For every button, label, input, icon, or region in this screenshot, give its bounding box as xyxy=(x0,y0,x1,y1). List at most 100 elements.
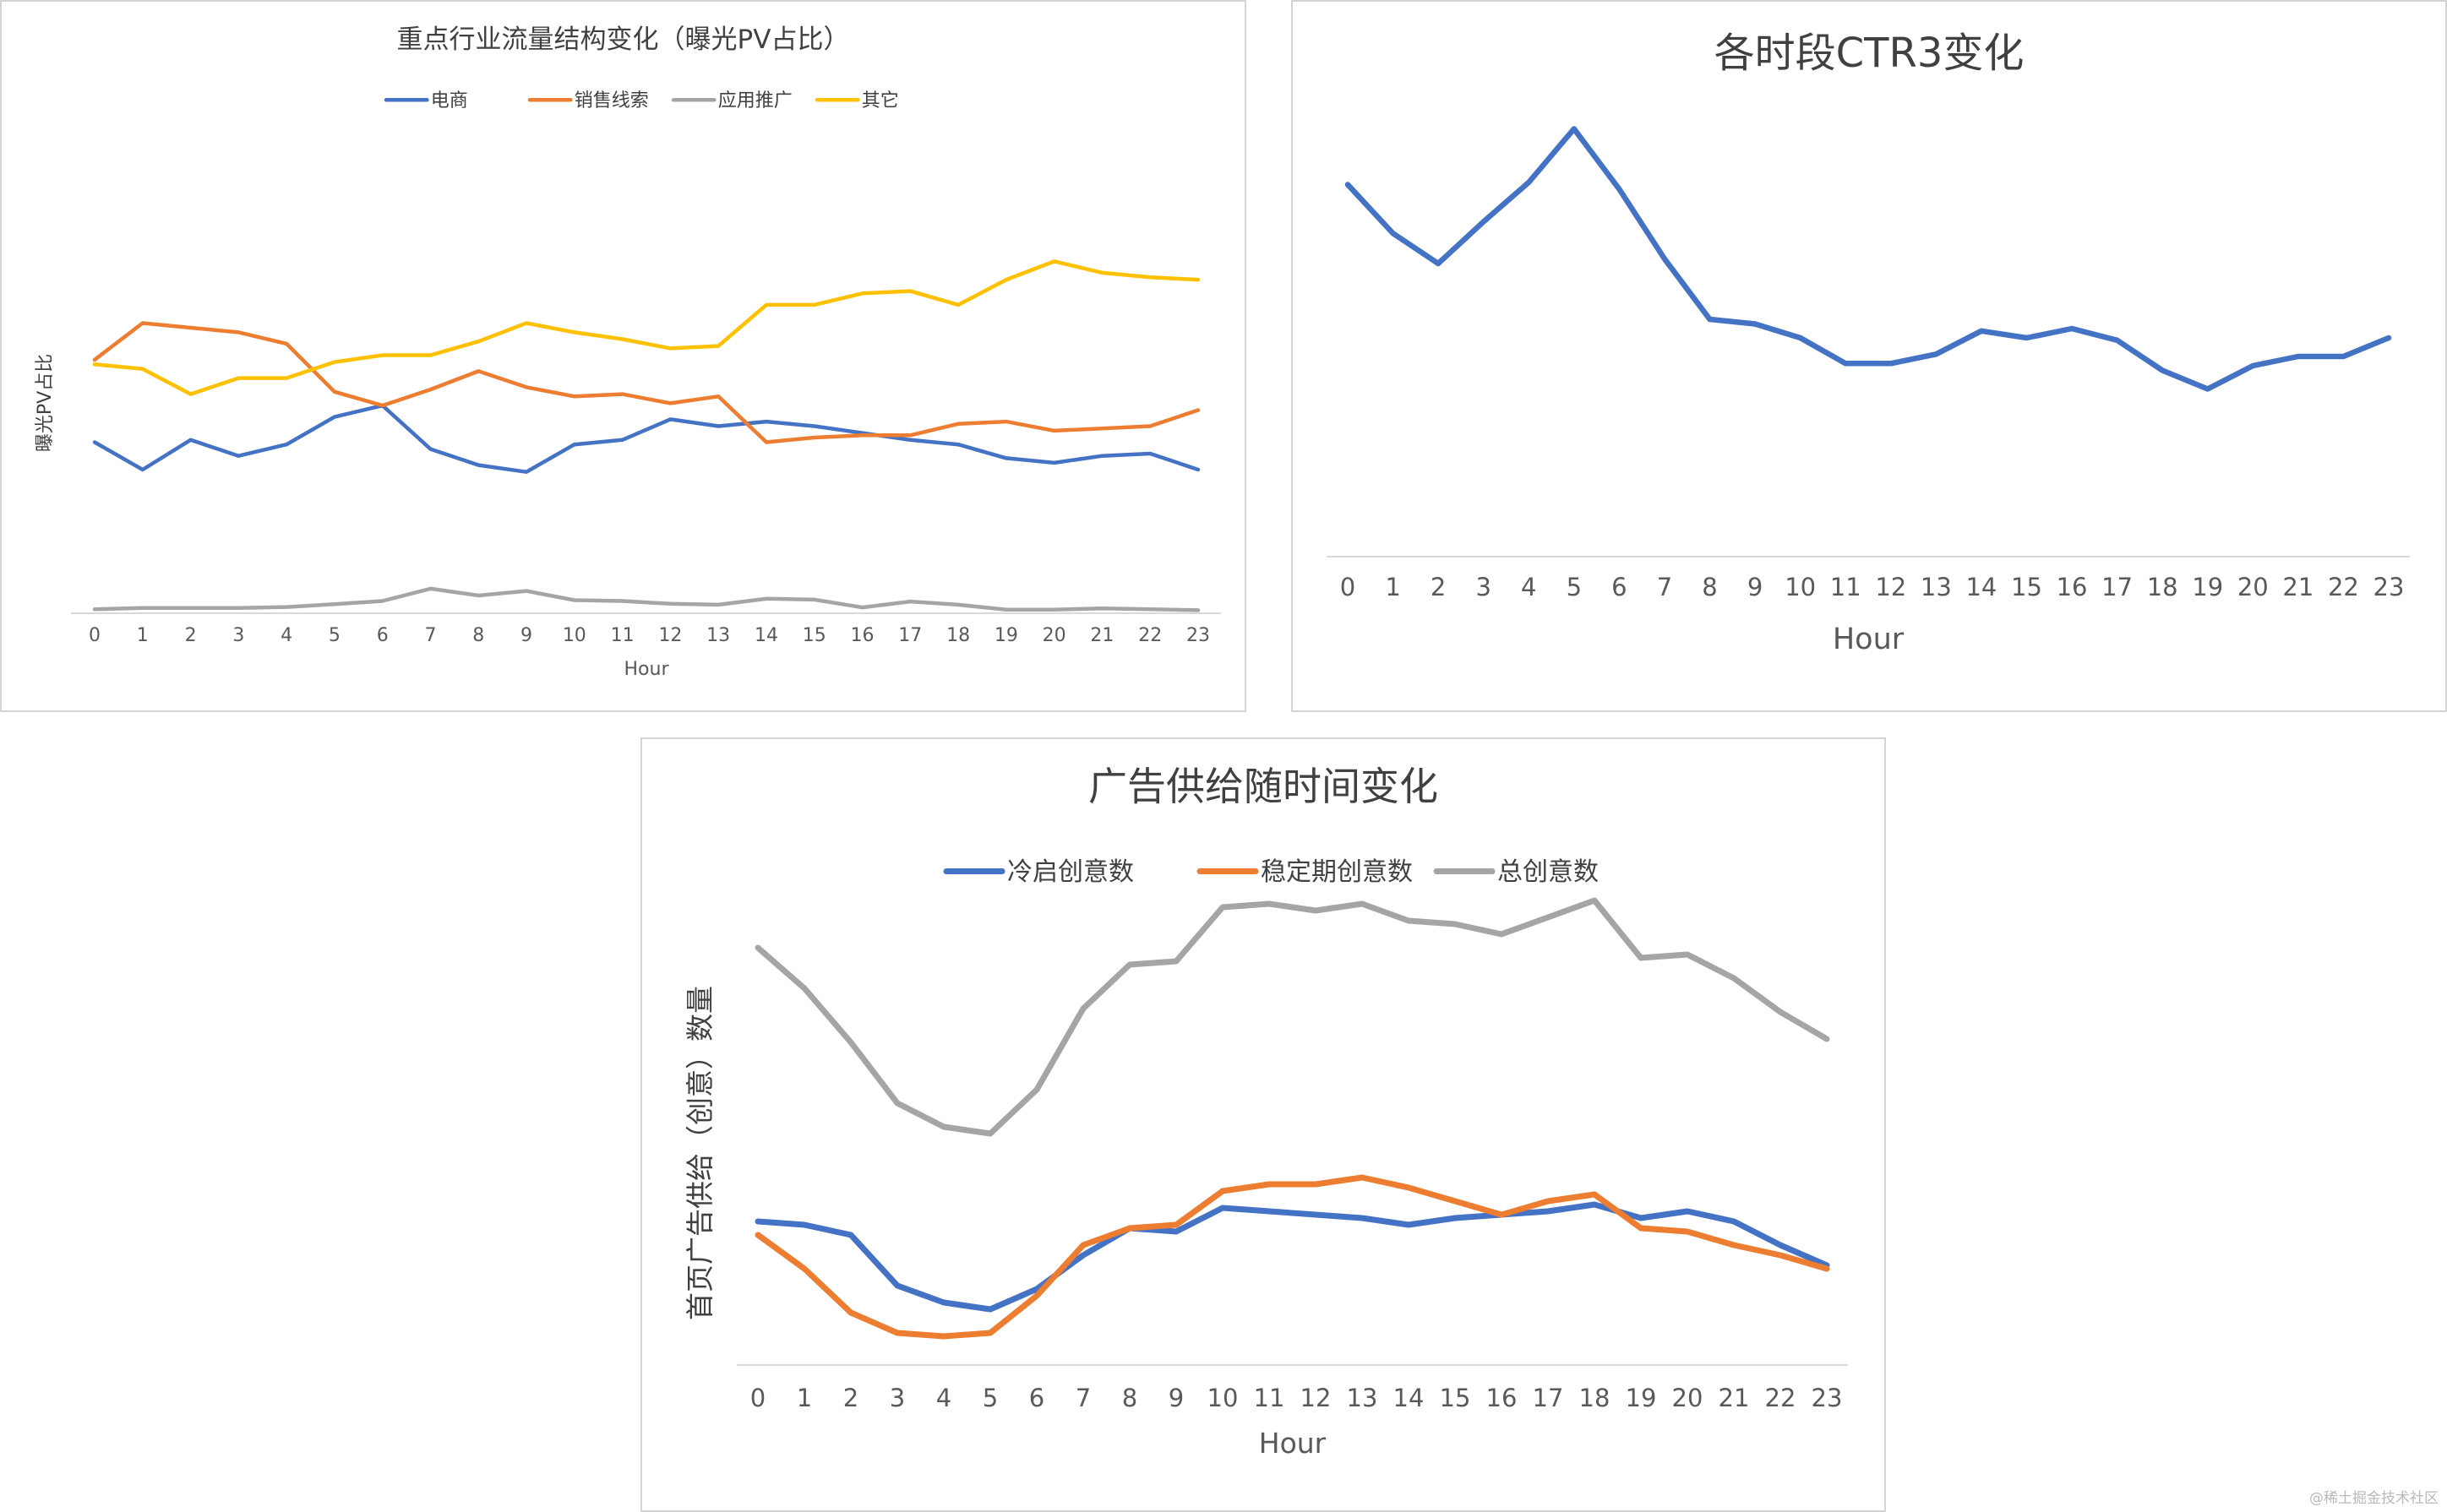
x-tick-label: 0 xyxy=(89,625,101,646)
x-tick-label: 11 xyxy=(1254,1384,1285,1412)
x-tick-label: 5 xyxy=(329,625,341,646)
series-line xyxy=(92,586,1201,612)
x-tick-label: 20 xyxy=(2237,573,2269,601)
x-tick-label: 7 xyxy=(1076,1384,1091,1412)
x-tick-label: 18 xyxy=(1579,1384,1610,1412)
x-tick-label: 20 xyxy=(1672,1384,1703,1412)
y-axis-label: 首页广告供给（创意）数量 xyxy=(684,986,717,1320)
x-axis-label: Hour xyxy=(1833,623,1905,656)
x-tick-label: 13 xyxy=(1921,573,1952,601)
series-line xyxy=(92,403,1201,474)
x-tick-label: 21 xyxy=(1719,1384,1750,1412)
x-tick-label: 2 xyxy=(843,1384,858,1412)
y-axis-label: 曝光PV占比 xyxy=(35,354,56,452)
x-tick-label: 12 xyxy=(1300,1384,1332,1412)
x-tick-label: 4 xyxy=(281,625,292,646)
x-tick-label: 3 xyxy=(1475,573,1491,601)
x-tick-label: 17 xyxy=(2101,573,2133,601)
x-tick-label: 19 xyxy=(1626,1384,1657,1412)
x-tick-label: 5 xyxy=(1567,573,1582,601)
x-tick-label: 1 xyxy=(797,1384,812,1412)
series-line xyxy=(755,897,1830,1137)
x-tick-label: 11 xyxy=(1830,573,1861,601)
x-tick-label: 23 xyxy=(1186,625,1210,646)
x-tick-label: 4 xyxy=(1521,573,1536,601)
x-tick-label: 5 xyxy=(983,1384,998,1412)
series-line xyxy=(92,259,1201,396)
x-tick-label: 15 xyxy=(803,625,826,646)
x-tick-label: 8 xyxy=(1122,1384,1137,1412)
x-tick-label: 4 xyxy=(936,1384,951,1412)
x-tick-label: 18 xyxy=(946,625,970,646)
x-tick-label: 15 xyxy=(2011,573,2042,601)
x-tick-label: 20 xyxy=(1043,625,1066,646)
x-tick-label: 6 xyxy=(1029,1384,1044,1412)
x-tick-label: 6 xyxy=(377,625,389,646)
x-tick-label: 17 xyxy=(898,625,922,646)
x-tick-label: 14 xyxy=(755,625,778,646)
chart-title: 各时段CTR3变化 xyxy=(1714,30,2025,77)
x-tick-label: 1 xyxy=(137,625,149,646)
x-tick-label: 10 xyxy=(1785,573,1816,601)
x-tick-label: 0 xyxy=(750,1384,766,1412)
x-tick-label: 21 xyxy=(1090,625,1114,646)
chart-panel-ctr3: 各时段CTR3变化 0 1 2 3 4 5 6 7 8 9 10 11 12 13 14 15 16 17 18 19 2… xyxy=(1291,0,2447,712)
x-tick-label: 7 xyxy=(1657,573,1672,601)
chart-title: 重点行业流量结构变化（曝光PV占比） xyxy=(397,24,850,55)
x-tick-label: 9 xyxy=(520,625,532,646)
series-line xyxy=(755,1174,1830,1340)
x-tick-label: 18 xyxy=(2147,573,2178,601)
x-tick-label: 8 xyxy=(1702,573,1717,601)
x-tick-label: 11 xyxy=(611,625,635,646)
chart-panel-industry-traffic: 重点行业流量结构变化（曝光PV占比） 电商 销售线索 应用推广 其它 0 1 2 3 4 5 6 7 8 9… xyxy=(0,0,1246,712)
series-line xyxy=(1344,126,2392,392)
x-tick-label: 23 xyxy=(1812,1384,1843,1412)
x-tick-label: 13 xyxy=(1347,1384,1378,1412)
x-tick-label: 16 xyxy=(851,625,875,646)
x-tick-label: 19 xyxy=(995,625,1018,646)
x-tick-label: 0 xyxy=(1340,573,1355,601)
legend-label: 其它 xyxy=(862,90,899,111)
x-tick-label: 22 xyxy=(1765,1384,1796,1412)
legend-label: 应用推广 xyxy=(718,90,793,111)
x-tick-label: 16 xyxy=(1486,1384,1518,1412)
x-tick-label: 3 xyxy=(890,1384,905,1412)
x-tick-label: 14 xyxy=(1965,573,1997,601)
x-tick-label: 12 xyxy=(658,625,682,646)
chart-panel-ad-supply: 广告供给随时间变化 冷启创意数 稳定期创意数 总创意数 0 1 2 3 4 5 6 7 8 9 10 11 12… xyxy=(640,737,1886,1512)
series-line xyxy=(92,321,1201,444)
x-tick-label: 14 xyxy=(1393,1384,1425,1412)
legend-label: 冷启创意数 xyxy=(1007,857,1134,887)
x-tick-label: 2 xyxy=(185,625,197,646)
watermark: @稀土掘金技术社区 xyxy=(2309,1490,2439,1507)
chart-industry-traffic: 重点行业流量结构变化（曝光PV占比）电商 销售线索 应用推广 其它0 1 2 3 4 5 6 7 8 9… xyxy=(35,24,1221,680)
x-tick-label: 16 xyxy=(2057,573,2088,601)
x-tick-label: 13 xyxy=(706,625,730,646)
x-tick-label: 1 xyxy=(1385,573,1400,601)
legend-label: 销售线索 xyxy=(575,90,649,111)
x-tick-label: 21 xyxy=(2282,573,2313,601)
x-tick-label: 22 xyxy=(1138,625,1162,646)
x-tick-label: 22 xyxy=(2328,573,2359,601)
x-tick-label: 15 xyxy=(1440,1384,1471,1412)
legend-label: 总创意数 xyxy=(1497,857,1599,887)
x-tick-label: 9 xyxy=(1747,573,1763,601)
legend-label: 稳定期创意数 xyxy=(1261,857,1413,887)
x-tick-label: 3 xyxy=(232,625,244,646)
x-axis-label: Hour xyxy=(1259,1427,1327,1460)
chart-title: 广告供给随时间变化 xyxy=(1088,764,1438,809)
x-tick-label: 19 xyxy=(2192,573,2223,601)
x-tick-label: 17 xyxy=(1533,1384,1564,1412)
x-tick-label: 9 xyxy=(1169,1384,1184,1412)
x-tick-label: 7 xyxy=(424,625,436,646)
x-tick-label: 10 xyxy=(563,625,586,646)
series-line xyxy=(755,1201,1830,1313)
x-axis-label: Hour xyxy=(624,659,670,680)
x-tick-label: 2 xyxy=(1431,573,1446,601)
x-tick-label: 12 xyxy=(1875,573,1906,601)
x-tick-label: 23 xyxy=(2373,573,2405,601)
x-tick-label: 6 xyxy=(1611,573,1627,601)
x-tick-label: 10 xyxy=(1207,1384,1239,1412)
